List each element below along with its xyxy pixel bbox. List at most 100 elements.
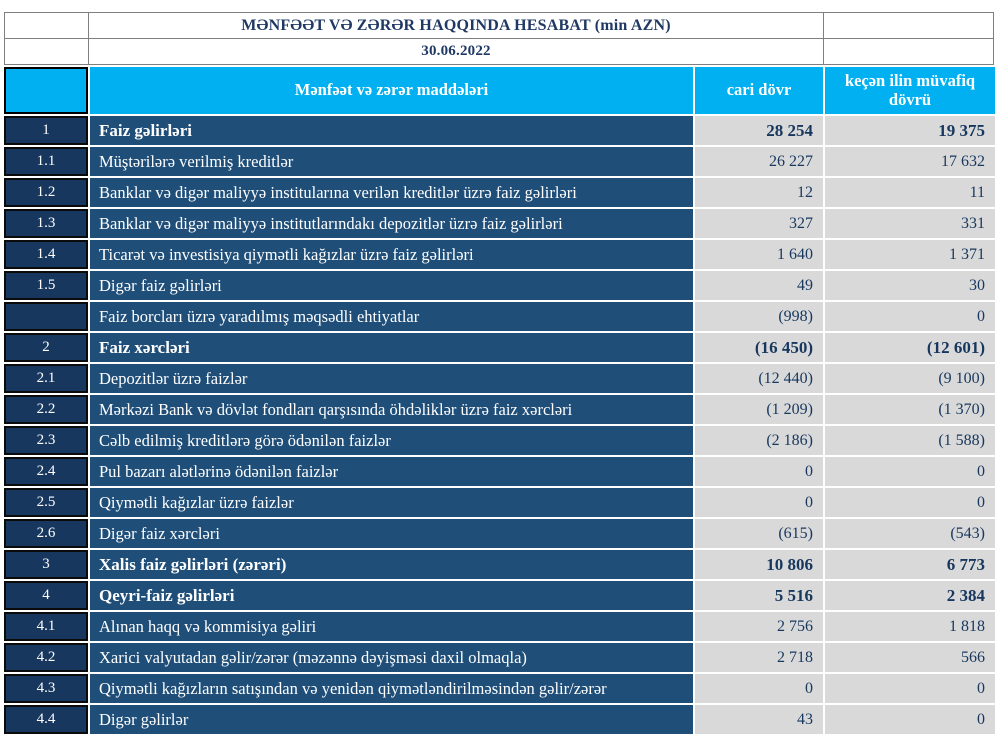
current-period-cell: 43 — [695, 705, 823, 734]
row-label-cell: Faiz xərcləri — [90, 333, 693, 362]
report-title: MƏNFƏƏT VƏ ZƏRƏR HAQQINDA HESABAT (min A… — [241, 16, 671, 34]
table-row: 2.1 Depozitlər üzrə faizlər (12 440) (9 100… — [4, 364, 995, 393]
previous-period-cell: 2 384 — [825, 581, 995, 610]
row-label-cell: Digər gəlirlər — [90, 705, 693, 734]
date-row-right-cell — [824, 39, 994, 65]
current-period-cell: (1 209) — [695, 395, 823, 424]
table-row: 1.4 Ticarət və investisiya qiymətli kağız… — [4, 240, 995, 269]
table-row: 4.2 Xarici valyutadan gəlir/zərər (məzənn… — [4, 643, 995, 672]
table-body: 1 Faiz gəlirləri 28 254 19 375 1.1 Müştərilər… — [4, 116, 1000, 734]
row-number-cell: 2 — [4, 333, 88, 362]
previous-period-cell: 19 375 — [825, 116, 995, 145]
table-row: 2.5 Qiymətli kağızlar üzrə faizlər 0 0 — [4, 488, 995, 517]
previous-period-cell: 1 818 — [825, 612, 995, 641]
previous-period-cell: (9 100) — [825, 364, 995, 393]
row-label-cell: Depozitlər üzrə faizlər — [90, 364, 693, 393]
row-number-cell: 4.2 — [4, 643, 88, 672]
previous-period-cell: 0 — [825, 457, 995, 486]
row-number-cell: 2.3 — [4, 426, 88, 455]
row-label-cell: Qiymətli kağızlar üzrə faizlər — [90, 488, 693, 517]
current-period-cell: 28 254 — [695, 116, 823, 145]
row-label-cell: Digər faiz gəlirləri — [90, 271, 693, 300]
row-label-cell: Qiymətli kağızların satışından və yenidə… — [90, 674, 693, 703]
row-number-cell: 1.3 — [4, 209, 88, 238]
previous-period-cell: 0 — [825, 705, 995, 734]
current-period-cell: 5 516 — [695, 581, 823, 610]
current-period-cell: 0 — [695, 457, 823, 486]
previous-period-cell: (543) — [825, 519, 995, 548]
date-row-left-cell — [5, 39, 89, 65]
row-label-cell: Cəlb edilmiş kreditlərə görə ödənilən fa… — [90, 426, 693, 455]
current-period-cell: 0 — [695, 674, 823, 703]
table-row: Faiz borcları üzrə yaradılmış məqsədli e… — [4, 302, 995, 331]
previous-period-cell: (1 370) — [825, 395, 995, 424]
row-label-cell: Müştərilərə verilmiş kreditlər — [90, 147, 693, 176]
row-label-cell: Digər faiz xərcləri — [90, 519, 693, 548]
table-row: 2 Faiz xərcləri (16 450) (12 601) — [4, 333, 995, 362]
current-period-cell: 26 227 — [695, 147, 823, 176]
row-number-cell: 1.1 — [4, 147, 88, 176]
table-row: 1.2 Banklar və digər maliyyə instituların… — [4, 178, 995, 207]
table-row: 4.3 Qiymətli kağızların satışından və yen… — [4, 674, 995, 703]
current-period-cell: 327 — [695, 209, 823, 238]
row-label-cell: Faiz gəlirləri — [90, 116, 693, 145]
current-period-cell: 1 640 — [695, 240, 823, 269]
row-label-cell: Pul bazarı alətlərinə ödənilən faizlər — [90, 457, 693, 486]
current-period-cell: (16 450) — [695, 333, 823, 362]
header-previous-period-label: keçən ilin müvafiq dövrü — [825, 67, 995, 114]
row-label-cell: Qeyri-faiz gəlirləri — [90, 581, 693, 610]
row-number-cell: 4.4 — [4, 705, 88, 734]
current-period-cell: (12 440) — [695, 364, 823, 393]
row-label-cell: Alınan haqq və kommisiya gəliri — [90, 612, 693, 641]
row-number-cell: 1.5 — [4, 271, 88, 300]
title-cell: MƏNFƏƏT VƏ ZƏRƏR HAQQINDA HESABAT (min A… — [89, 13, 824, 39]
previous-period-cell: 0 — [825, 674, 995, 703]
table-row: 1.5 Digər faiz gəlirləri 49 30 — [4, 271, 995, 300]
current-period-cell: 49 — [695, 271, 823, 300]
date-cell: 30.06.2022 — [89, 39, 824, 65]
previous-period-cell: 566 — [825, 643, 995, 672]
report-date: 30.06.2022 — [421, 43, 491, 59]
previous-period-cell: (12 601) — [825, 333, 995, 362]
row-number-cell: 4.1 — [4, 612, 88, 641]
title-row-right-cell — [824, 13, 994, 39]
table-row: 3 Xalis faiz gəlirləri (zərəri) 10 806 6 77… — [4, 550, 995, 579]
row-number-cell: 2.2 — [4, 395, 88, 424]
table-row: 2.2 Mərkəzi Bank və dövlət fondları qarşı… — [4, 395, 995, 424]
previous-period-cell: 6 773 — [825, 550, 995, 579]
table-row: 2.3 Cəlb edilmiş kreditlərə görə ödənilən… — [4, 426, 995, 455]
previous-period-cell: 331 — [825, 209, 995, 238]
row-number-cell: 2.1 — [4, 364, 88, 393]
row-number-cell: 3 — [4, 550, 88, 579]
row-label-cell: Xarici valyutadan gəlir/zərər (məzənnə d… — [90, 643, 693, 672]
row-number-cell: 1.4 — [4, 240, 88, 269]
row-number-cell: 2.5 — [4, 488, 88, 517]
row-number-cell: 2.4 — [4, 457, 88, 486]
report-meta: MƏNFƏƏT VƏ ZƏRƏR HAQQINDA HESABAT (min A… — [4, 12, 994, 65]
previous-period-cell: 0 — [825, 302, 995, 331]
row-label-cell: Ticarət və investisiya qiymətli kağızlar… — [90, 240, 693, 269]
header-corner-cell — [4, 67, 88, 114]
current-period-cell: 12 — [695, 178, 823, 207]
row-label-cell: Banklar və digər maliyyə institutlarında… — [90, 209, 693, 238]
row-number-cell: 1 — [4, 116, 88, 145]
previous-period-cell: 30 — [825, 271, 995, 300]
row-number-cell: 2.6 — [4, 519, 88, 548]
row-number-cell: 4 — [4, 581, 88, 610]
row-number-cell: 4.3 — [4, 674, 88, 703]
previous-period-cell: 1 371 — [825, 240, 995, 269]
row-number-cell: 1.2 — [4, 178, 88, 207]
table-row: 1.3 Banklar və digər maliyyə institutları… — [4, 209, 995, 238]
current-period-cell: 10 806 — [695, 550, 823, 579]
current-period-cell: 2 756 — [695, 612, 823, 641]
current-period-cell: (615) — [695, 519, 823, 548]
previous-period-cell: 11 — [825, 178, 995, 207]
row-label-cell: Banklar və digər maliyyə institularına v… — [90, 178, 693, 207]
table-header: Mənfəət və zərər maddələri cari dövr keç… — [4, 67, 995, 114]
table-row: 2.4 Pul bazarı alətlərinə ödənilən faizlə… — [4, 457, 995, 486]
row-label-cell: Faiz borcları üzrə yaradılmış məqsədli e… — [90, 302, 693, 331]
table-row: 2.6 Digər faiz xərcləri (615) (543) — [4, 519, 995, 548]
current-period-cell: (998) — [695, 302, 823, 331]
header-current-period-label: cari dövr — [695, 67, 823, 114]
